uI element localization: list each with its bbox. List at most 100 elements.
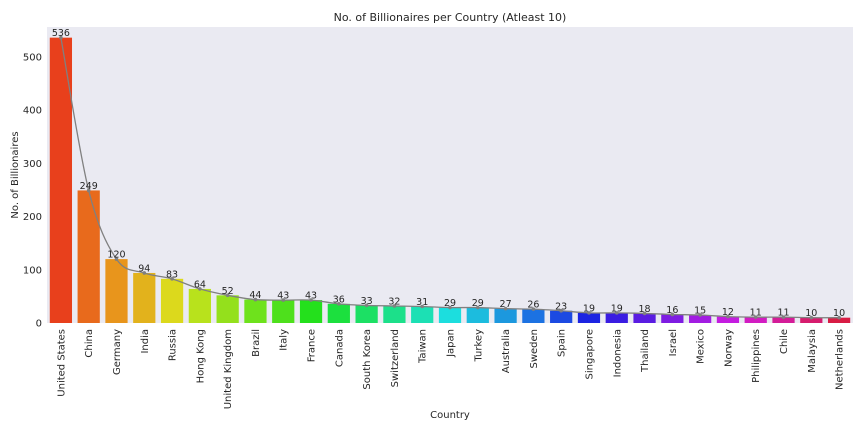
data-label: 12: [722, 307, 734, 318]
bar: [355, 305, 378, 323]
bar: [411, 306, 434, 323]
data-label: 52: [222, 286, 234, 297]
x-tick-label: Russia: [168, 329, 179, 361]
bar: [383, 305, 406, 323]
data-label: 11: [777, 308, 789, 319]
data-label: 33: [361, 296, 373, 307]
trend-point: [86, 188, 91, 193]
bar: [216, 295, 239, 323]
x-tick-label: Taiwan: [418, 329, 429, 364]
data-label: 10: [833, 308, 845, 319]
bar: [244, 299, 267, 323]
bar: [522, 309, 545, 323]
trend-point: [114, 257, 119, 261]
data-label: 32: [388, 296, 400, 307]
y-tick-label: 0: [36, 319, 42, 330]
data-label: 19: [611, 303, 623, 314]
chart-title: No. of Billionaires per Country (Atleast…: [334, 11, 567, 24]
trend-point: [448, 305, 452, 310]
y-tick-label: 400: [23, 106, 42, 117]
x-tick-label: Japan: [446, 329, 457, 358]
x-axis: United States China Germany India Russia Hong…: [56, 329, 845, 409]
trend-point: [503, 306, 508, 311]
bar: [577, 312, 601, 323]
trend-point: [726, 314, 730, 319]
x-tick-label: Thailand: [640, 329, 651, 373]
y-tick-label: 200: [23, 212, 42, 223]
data-label: 18: [639, 304, 651, 315]
x-tick-label: Australia: [501, 329, 512, 373]
x-tick-label: Canada: [334, 329, 345, 367]
x-tick-label: Italy: [279, 329, 290, 351]
x-axis-label: Country: [430, 410, 470, 421]
data-labels: 536 249 120 94 83 64 52 44 43 43 36 33 32 31 29 29 27 26 2…: [52, 28, 845, 319]
trend-point: [142, 271, 147, 275]
bar: [77, 190, 100, 323]
x-tick-label: Turkey: [473, 329, 484, 363]
data-label: 26: [527, 300, 539, 311]
data-label: 23: [555, 301, 567, 312]
x-tick-label: Switzerland: [390, 329, 401, 387]
data-label: 36: [333, 294, 345, 305]
y-tick-label: 500: [23, 52, 42, 63]
x-tick-label: Norway: [723, 329, 734, 367]
x-tick-label: South Korea: [362, 329, 373, 390]
x-tick-label: Hong Kong: [195, 329, 206, 383]
trend-point: [309, 298, 313, 302]
x-tick-label: Netherlands: [835, 329, 846, 390]
data-label: 94: [138, 263, 150, 274]
bar: [661, 314, 684, 323]
trend-point: [809, 315, 814, 320]
data-label: 10: [805, 308, 817, 319]
bar: [772, 317, 795, 323]
x-tick-label: Philippines: [751, 329, 762, 383]
trend-point: [337, 302, 341, 306]
x-tick-label: France: [307, 329, 318, 362]
data-label: 249: [80, 181, 98, 192]
bar: [105, 259, 128, 323]
data-label: 15: [694, 306, 706, 317]
trend-point: [225, 293, 230, 298]
x-tick-label: Sweden: [529, 329, 540, 369]
x-tick-label: Brazil: [251, 329, 262, 357]
bar: [438, 307, 462, 323]
data-label: 31: [416, 297, 428, 308]
trend-point: [698, 313, 702, 317]
data-label: 19: [583, 303, 595, 314]
x-tick-label: Malaysia: [807, 329, 818, 373]
data-label: 11: [750, 308, 762, 319]
trend-point: [59, 35, 63, 40]
trend-point: [753, 315, 758, 319]
data-label: 64: [194, 279, 206, 290]
trend-point: [198, 287, 202, 291]
bar: [466, 307, 489, 323]
bar: [133, 272, 156, 323]
data-label: 44: [249, 290, 261, 301]
data-label: 536: [52, 28, 70, 39]
x-tick-label: Mexico: [696, 329, 707, 364]
bar: [327, 303, 350, 323]
y-tick-label: 100: [23, 265, 42, 276]
data-label: 43: [305, 291, 317, 302]
bar: [827, 317, 851, 323]
bar: [299, 300, 323, 323]
trend-point: [781, 315, 786, 319]
bar: [272, 300, 295, 323]
trend-point: [587, 311, 591, 315]
trend-point: [531, 307, 536, 311]
x-tick-label: Singapore: [584, 329, 595, 379]
x-tick-label: India: [140, 329, 151, 354]
trend-point: [253, 297, 258, 302]
bar: [800, 317, 823, 323]
data-label: 120: [107, 250, 125, 261]
data-label: 83: [166, 269, 178, 280]
data-label: 43: [277, 291, 289, 302]
data-label: 16: [666, 305, 678, 316]
trend-point: [420, 304, 425, 309]
trend-point: [364, 303, 369, 308]
bar: [49, 37, 73, 323]
bar: [188, 288, 211, 323]
bar: [494, 308, 517, 323]
x-tick-label: Israel: [668, 329, 679, 356]
